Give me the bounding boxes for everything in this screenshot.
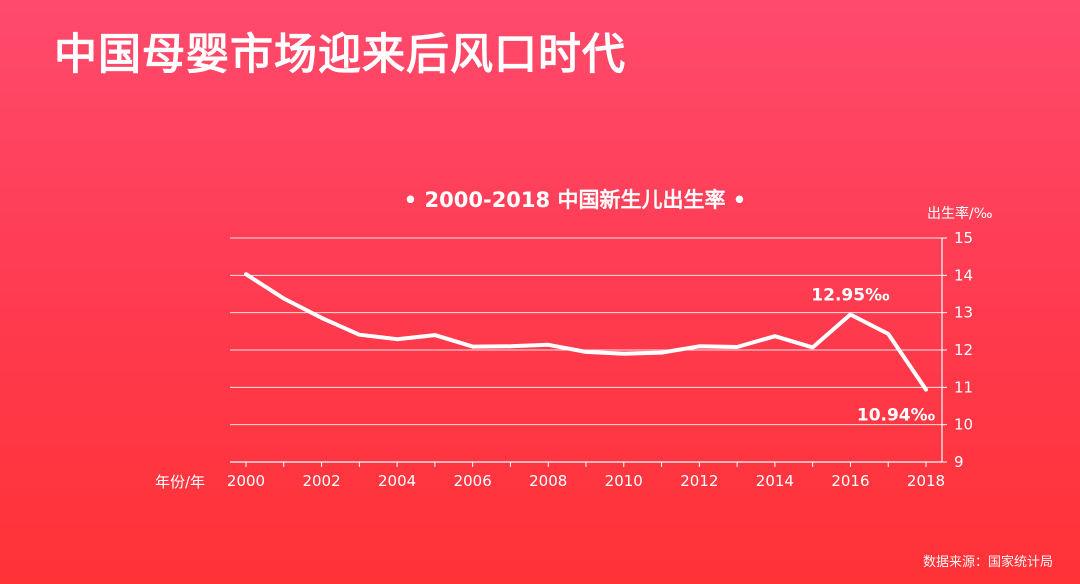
x-axis-label: 年份/年 (155, 473, 206, 491)
x-tick-label-2004: 2004 (378, 472, 416, 490)
y-tick-label-15: 15 (954, 229, 973, 247)
annotations: 12.95‰ 10.94‰ (811, 286, 935, 426)
y-axis-label: 出生率/‰ (927, 206, 993, 222)
x-tick-label-2000: 2000 (227, 472, 265, 490)
x-tick-label-2016: 2016 (831, 472, 869, 490)
x-tick-label-2014: 2014 (756, 472, 794, 490)
tick-labels: 9 10 11 12 13 14 15 2000 2002 2004 2006 2008 2010 201… (227, 229, 973, 490)
y-tick-label-14: 14 (954, 266, 973, 284)
annotation-2018: 10.94‰ (857, 406, 936, 426)
x-tick-label-2006: 2006 (454, 472, 492, 490)
x-tick-label-2008: 2008 (529, 472, 567, 490)
page-title: 中国母婴市场迎来后风口时代 (54, 30, 626, 80)
series-line-layer (244, 272, 928, 392)
y-tick-label-13: 13 (954, 304, 973, 322)
x-tick-label-2018: 2018 (907, 472, 945, 490)
y-tick-label-9: 9 (954, 453, 964, 471)
annotation-2016: 12.95‰ (811, 286, 890, 306)
x-tick-label-2002: 2002 (302, 472, 340, 490)
grid-lines (230, 237, 942, 426)
data-source: 数据来源：国家统计局 (923, 555, 1054, 570)
y-tick-label-11: 11 (954, 378, 973, 396)
x-tick-label-2012: 2012 (680, 472, 718, 490)
axes (230, 237, 947, 467)
x-tick-label-2010: 2010 (605, 472, 643, 490)
y-tick-label-12: 12 (954, 341, 973, 359)
chart-title: • 2000-2018 中国新生儿出生率 • (403, 188, 747, 212)
y-tick-label-10: 10 (954, 416, 973, 434)
